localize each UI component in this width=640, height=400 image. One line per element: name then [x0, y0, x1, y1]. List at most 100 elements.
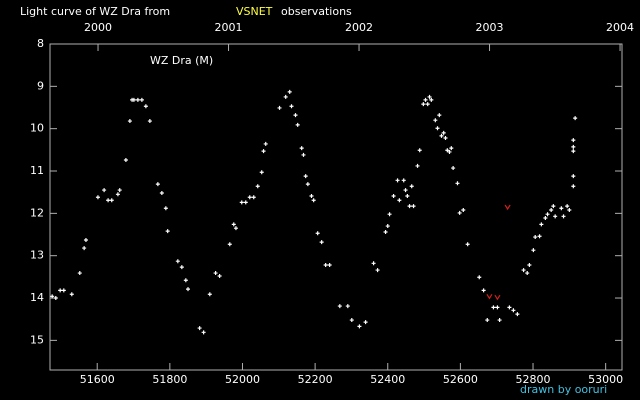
data-point — [186, 287, 191, 292]
data-point — [455, 181, 460, 186]
data-point — [143, 104, 148, 109]
data-point — [217, 274, 222, 279]
data-point — [571, 174, 576, 179]
y-tick-label: 15 — [30, 333, 44, 346]
data-point — [233, 226, 238, 231]
data-point — [263, 141, 268, 146]
data-point — [486, 294, 493, 300]
data-point — [305, 182, 310, 187]
data-point — [61, 288, 66, 293]
data-point — [117, 188, 122, 193]
data-point — [491, 305, 496, 310]
data-point — [102, 188, 107, 193]
data-point — [495, 305, 500, 310]
data-point — [415, 163, 420, 168]
data-point — [227, 242, 232, 247]
data-point — [77, 271, 82, 276]
data-point — [449, 146, 454, 151]
data-point — [565, 204, 570, 209]
data-point — [445, 148, 450, 153]
credit: drawn by ooruri — [520, 383, 607, 396]
data-point — [207, 292, 212, 297]
data-point — [345, 304, 350, 309]
data-point — [423, 97, 428, 102]
data-point — [319, 240, 324, 245]
data-point — [289, 104, 294, 109]
y-tick-label: 13 — [30, 249, 44, 262]
chart-title: Light curve of WZ Dra from — [20, 5, 170, 18]
data-point — [397, 198, 402, 203]
data-point — [485, 318, 490, 323]
x-tick-label: 51600 — [80, 373, 115, 386]
data-point — [477, 275, 482, 280]
data-point — [433, 118, 438, 123]
x2-tick-label: 2003 — [476, 21, 504, 34]
data-point — [521, 268, 526, 273]
data-point — [525, 271, 530, 276]
data-point — [287, 89, 292, 94]
data-point — [83, 238, 88, 243]
data-point — [363, 320, 368, 325]
y-tick-label: 10 — [30, 122, 44, 135]
data-point — [106, 198, 111, 203]
data-point — [494, 294, 501, 301]
data-point — [251, 195, 256, 200]
data-point — [53, 296, 58, 301]
data-point — [371, 261, 376, 266]
data-point — [417, 148, 422, 153]
data-point — [243, 200, 248, 205]
data-point — [551, 204, 556, 209]
plot-frame — [49, 43, 623, 371]
data-point — [303, 174, 308, 179]
data-point — [571, 144, 576, 149]
data-point — [337, 304, 342, 309]
data-point — [451, 166, 456, 171]
data-point — [421, 102, 426, 107]
data-point — [571, 184, 576, 189]
data-point — [383, 229, 388, 234]
data-point — [147, 119, 152, 124]
data-point — [301, 152, 306, 157]
x2-tick-label: 2000 — [84, 21, 112, 34]
data-point — [95, 195, 100, 200]
data-point — [385, 224, 390, 229]
data-point — [391, 193, 396, 198]
data-point — [293, 113, 298, 118]
data-point — [515, 312, 520, 317]
data-point — [82, 246, 87, 251]
data-point — [447, 149, 452, 154]
data-point — [537, 234, 542, 239]
data-point — [183, 278, 188, 283]
data-point — [375, 268, 380, 273]
x2-tick-label: 2001 — [215, 21, 243, 34]
data-point — [571, 138, 576, 143]
data-point — [497, 318, 502, 323]
y-tick-label: 11 — [30, 164, 44, 177]
data-point — [213, 271, 218, 276]
data-point — [401, 178, 406, 183]
x-tick-label: 52000 — [225, 373, 260, 386]
data-point — [109, 198, 114, 203]
annotation: WZ Dra (M) — [150, 54, 213, 67]
data-point — [299, 146, 304, 151]
x-tick-label: 52800 — [516, 373, 551, 386]
data-point — [573, 116, 578, 121]
data-point — [504, 204, 511, 211]
data-point — [403, 188, 408, 193]
data-point — [163, 206, 168, 211]
data-point — [349, 318, 354, 323]
x-tick-label: 51800 — [152, 373, 187, 386]
data-point — [571, 149, 576, 154]
data-point — [123, 158, 128, 163]
data-point — [165, 229, 170, 234]
data-point — [50, 294, 55, 299]
data-point — [115, 192, 120, 197]
data-point — [533, 235, 538, 240]
y-tick-label: 9 — [37, 79, 44, 92]
x-tick-label: 52200 — [298, 373, 333, 386]
title-highlight: VSNET — [236, 5, 273, 18]
data-point — [405, 193, 410, 198]
data-point — [135, 97, 140, 102]
data-point — [545, 212, 550, 217]
